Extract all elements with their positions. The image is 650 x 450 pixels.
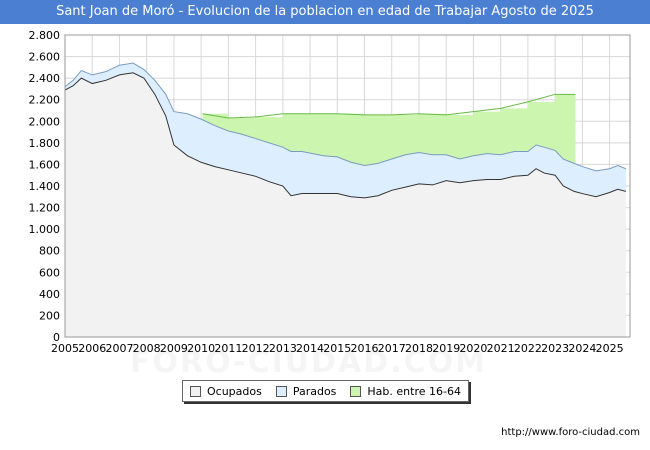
chart-title: Sant Joan de Moró - Evolucion de la pobl…	[0, 0, 650, 24]
y-tick-label: 400	[39, 288, 60, 301]
y-tick-label: 2.400	[29, 72, 61, 85]
source-url[interactable]: http://www.foro-ciudad.com	[501, 427, 640, 438]
x-tick-label: 2020	[459, 342, 487, 355]
y-tick-label: 800	[39, 245, 60, 258]
x-tick-label: 2006	[78, 342, 106, 355]
x-tick-label: 2019	[432, 342, 460, 355]
series-areas	[64, 62, 627, 338]
x-tick-label: 2013	[269, 342, 297, 355]
y-tick-label: 1.000	[29, 223, 61, 236]
y-tick-label: 1.200	[29, 202, 61, 215]
x-tick-label: 2024	[568, 342, 596, 355]
x-tick-label: 2012	[242, 342, 270, 355]
y-axis: 0 200 400 600 800 1.000 1.200 1.400 1.600 1.800 2.…	[29, 29, 61, 344]
x-tick-label: 2007	[105, 342, 133, 355]
x-tick-label: 2021	[487, 342, 515, 355]
x-tick-label: 2011	[214, 342, 242, 355]
x-tick-label: 2010	[187, 342, 215, 355]
x-axis: 2005 2006 2007 2008 2009 2010 2011 2012 2013 2014…	[51, 342, 624, 355]
x-tick-label: 2023	[541, 342, 569, 355]
y-tick-label: 1.600	[29, 158, 61, 171]
legend-label-parados: Parados	[292, 384, 337, 398]
legend-swatch-habitantes	[350, 385, 362, 397]
legend-item-habitantes: Hab. entre 16-64	[350, 385, 461, 398]
y-tick-label: 1.400	[29, 180, 61, 193]
area-ocupados	[65, 72, 626, 337]
y-tick-label: 1.800	[29, 137, 61, 150]
y-tick-label: 200	[39, 309, 60, 322]
legend-swatch-ocupados	[189, 385, 201, 397]
y-tick-label: 2.600	[29, 51, 61, 64]
y-tick-label: 2.200	[29, 94, 61, 107]
x-tick-label: 2025	[596, 342, 624, 355]
legend-label-habitantes: Hab. entre 16-64	[367, 384, 461, 398]
x-tick-label: 2016	[351, 342, 379, 355]
legend-item-parados: Parados	[275, 384, 337, 398]
x-tick-label: 2014	[296, 342, 324, 355]
x-tick-label: 2018	[405, 342, 433, 355]
y-tick-label: 2.000	[29, 115, 61, 128]
x-tick-label: 2009	[160, 342, 188, 355]
line-hab-entre-16-64	[202, 93, 576, 119]
watermark: FORO-CIUDAD.COM	[130, 345, 487, 380]
line-parados	[64, 62, 627, 172]
y-tick-label: 0	[53, 331, 60, 344]
x-tick-label: 2017	[378, 342, 406, 355]
plot-frame	[64, 34, 631, 338]
x-tick-label: 2005	[51, 342, 79, 355]
x-tick-label: 2022	[514, 342, 542, 355]
legend-item-ocupados: Ocupados	[189, 384, 262, 398]
x-tick-label: 2015	[323, 342, 351, 355]
line-ocupados	[64, 72, 627, 199]
y-tick-label: 600	[39, 266, 60, 279]
x-tick-label: 2008	[133, 342, 161, 355]
legend-label-ocupados: Ocupados	[206, 384, 262, 398]
legend-swatch-parados	[275, 385, 287, 397]
y-tick-label: 2.800	[29, 29, 61, 42]
legend: Ocupados Parados Hab. entre 16-64	[182, 380, 469, 402]
